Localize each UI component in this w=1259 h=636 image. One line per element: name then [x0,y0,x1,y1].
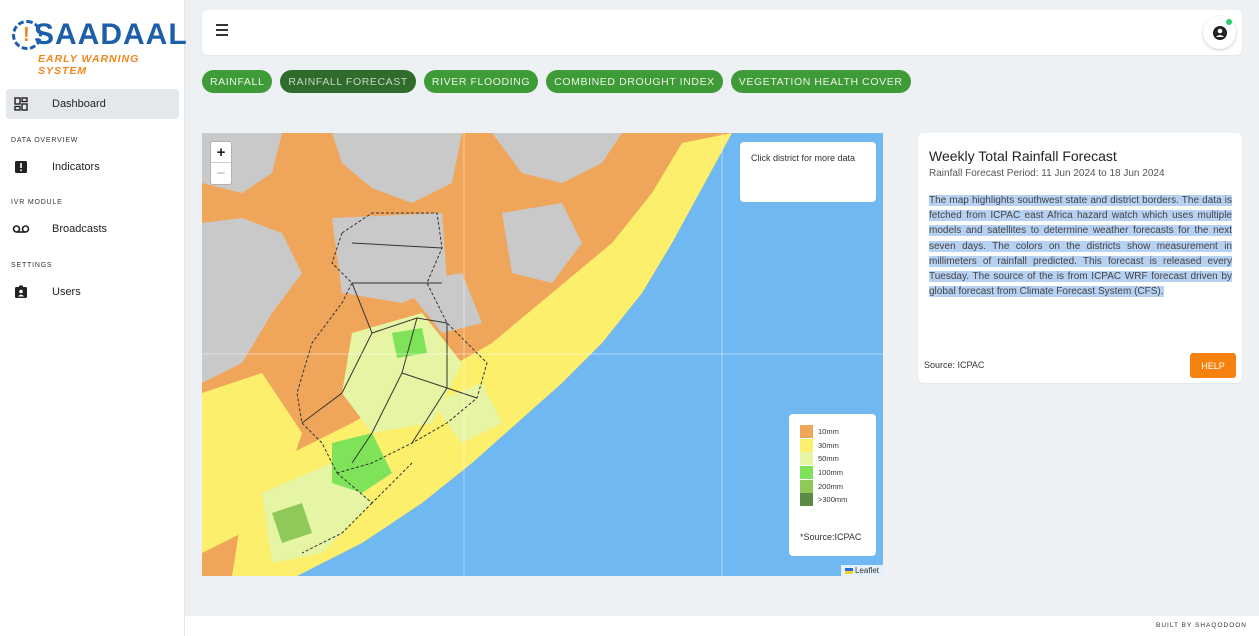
green-rain-band [332,433,392,493]
no-data-region [202,218,302,383]
top-app-bar [202,10,1242,55]
tab-combined-drought-index[interactable]: COMBINED DROUGHT INDEX [546,70,723,93]
map-canvas[interactable] [202,133,883,576]
legend-row: 30mm [800,438,865,453]
legend-row: >300mm [800,493,865,507]
district-borders [296,212,488,554]
zoom-out-button[interactable]: − [216,165,226,182]
green-rain-band [272,503,312,543]
panel-source: Source: ICPAC [924,360,985,370]
rainfall-map[interactable]: + − Click district for more data 10mm 30… [202,133,883,576]
hamburger-line [216,29,228,31]
tab-vegetation-health-cover[interactable]: VEGETATION HEALTH COVER [730,70,911,93]
description-text: The map highlights southwest state and d… [929,195,1232,298]
section-ivr-module: IVR MODULE [11,199,63,206]
yellow-rain-band [202,373,302,553]
layer-tabs: RAINFALL RAINFALL FORECAST RIVER FLOODIN… [202,70,911,93]
sidebar-item-broadcasts[interactable]: Broadcasts [6,214,179,244]
zoom-in-button[interactable]: + [211,142,231,163]
legend-swatch [800,425,813,439]
map-info-text: Click district for more data [751,153,856,163]
hamburger-icon [216,24,228,26]
legend-swatch [800,438,813,452]
light-green-rain-band [432,383,502,443]
footer: BUILT BY SHAQODOON [185,616,1259,636]
legend-label: 200mm [818,481,844,491]
tab-river-flooding[interactable]: RIVER FLOODING [423,70,539,93]
section-data-overview: DATA OVERVIEW [11,137,79,144]
legend-source: *Source:ICPAC [800,532,862,542]
forecast-period: Rainfall Forecast Period: 11 Jun 2024 to… [929,168,1165,179]
brand-tagline: EARLY WARNING SYSTEM [38,53,140,77]
state-border-line [301,502,373,554]
alert-box-icon [12,158,30,176]
state-border-line [336,212,488,474]
user-card-icon [12,283,30,301]
hamburger-menu-button[interactable] [216,24,234,40]
no-data-region [502,203,582,283]
no-data-region [492,133,622,183]
attribution-link[interactable]: Leaflet [854,566,879,575]
sidebar-item-label: Broadcasts [52,223,108,235]
account-circle-icon [1212,25,1227,40]
panel-title: Weekly Total Rainfall Forecast [929,148,1117,164]
legend-label: 100mm [818,468,844,478]
section-settings: SETTINGS [11,262,53,269]
legend-row: 10mm [800,425,865,439]
no-data-region [332,133,462,203]
legend-label: 10mm [818,427,839,437]
logo-alert-mark: ! [23,24,30,46]
sidebar-item-label: Dashboard [52,98,106,110]
help-button[interactable]: HELP [1190,353,1236,378]
district-line [351,317,418,464]
district-line [411,323,448,444]
legend-swatch [800,452,813,466]
ukraine-flag-icon [844,567,853,574]
logo-globe-icon [12,20,42,50]
forecast-info-panel: Weekly Total Rainfall Forecast Rainfall … [918,133,1242,383]
sidebar-item-dashboard[interactable]: Dashboard [6,89,179,119]
legend-row: 200mm [800,479,865,493]
green-rain-band [392,328,427,358]
brand-logo[interactable]: ! SAADAAL EARLY WARNING SYSTEM [12,18,187,77]
district-line [301,282,373,424]
legend-swatch [800,466,813,480]
legend-swatch [800,493,813,507]
leaflet-attribution[interactable]: Leaflet [840,565,883,576]
sidebar-item-indicators[interactable]: Indicators [6,152,179,182]
panel-description: The map highlights southwest state and d… [929,193,1232,299]
sidebar-item-users[interactable]: Users [6,277,179,307]
sidebar-item-label: Users [52,286,81,298]
sidebar: ! SAADAAL EARLY WARNING SYSTEM Dashboard… [0,0,187,636]
legend-label: 50mm [818,454,839,464]
online-status-dot [1226,19,1232,25]
legend-swatch [800,479,813,493]
tab-rainfall-forecast[interactable]: RAINFALL FORECAST [280,70,416,93]
zoom-control: + − [210,141,232,185]
map-info-box: Click district for more data [740,142,876,202]
sidebar-item-label: Indicators [52,161,100,173]
hamburger-line [216,34,228,36]
brand-name: SAADAAL [34,18,188,51]
legend-row: 50mm [800,452,865,466]
no-data-region [332,213,447,303]
dashboard-icon [12,95,30,113]
district-line [351,242,443,249]
voicemail-icon [12,220,30,238]
map-legend: 10mm 30mm 50mm 100mm 200mm >300mm *Sourc… [789,414,876,556]
legend-label: 30mm [818,440,839,450]
account-button[interactable] [1203,16,1236,49]
footer-credit: BUILT BY SHAQODOON [1156,622,1247,629]
state-border-line [296,232,353,474]
legend-row: 100mm [800,466,865,480]
legend-label: >300mm [818,495,848,505]
tab-rainfall[interactable]: RAINFALL [202,70,273,93]
